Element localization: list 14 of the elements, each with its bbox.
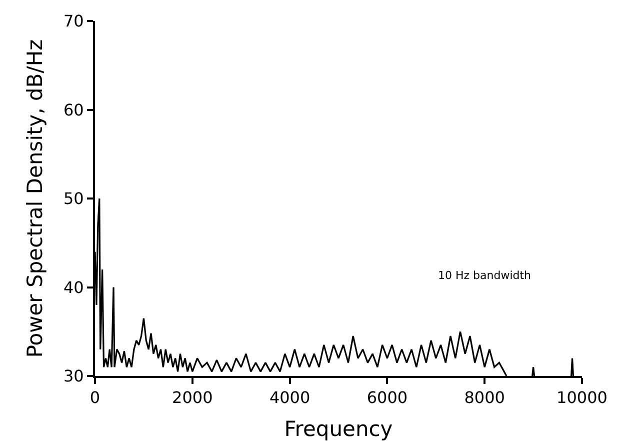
x-tick-label: 2000 <box>172 388 213 408</box>
y-axis-title: Power Spectral Density, dB/Hz <box>23 39 47 358</box>
y-tick-label: 60 <box>63 100 84 120</box>
x-axis-title: Frequency <box>284 417 393 441</box>
x-tick-label: 8000 <box>464 388 505 408</box>
y-tick-label: 70 <box>63 12 84 31</box>
x-tick-label: 6000 <box>366 388 408 408</box>
x-tick-label: 10000 <box>556 388 608 408</box>
x-tick-label: 0 <box>90 388 100 408</box>
y-tick-label: 50 <box>63 189 84 208</box>
annotation: 10 Hz bandwidth <box>438 269 532 282</box>
y-tick-label: 30 <box>63 366 84 386</box>
y-tick-label: 40 <box>63 278 84 297</box>
x-tick-label: 4000 <box>269 388 310 408</box>
